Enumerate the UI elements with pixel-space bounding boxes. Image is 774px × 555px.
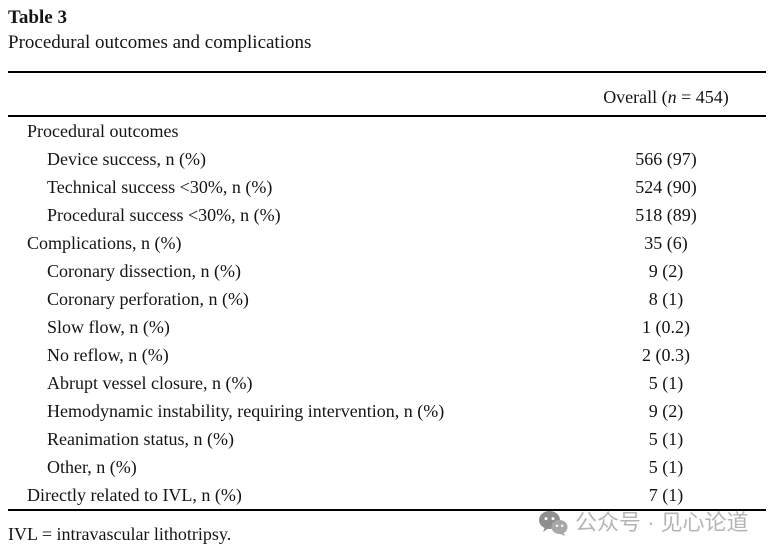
watermark-text: 公众号 · 见心论道	[575, 510, 749, 535]
table-row: Abrupt vessel closure, n (%) 5 (1)	[8, 369, 766, 397]
table-row: Directly related to IVL, n (%) 7 (1)	[8, 481, 766, 509]
row-label: Procedural success <30%, n (%)	[47, 204, 281, 225]
overall-prefix: Overall (	[603, 86, 668, 107]
row-value: 5 (1)	[648, 372, 684, 393]
data-table: Overall (n = 454) Procedural outcomes De…	[8, 71, 766, 511]
row-value: 518 (89)	[635, 204, 697, 225]
row-value: 8 (1)	[648, 288, 684, 309]
row-value: 5 (1)	[648, 456, 684, 477]
table-row: Reanimation status, n (%) 5 (1)	[8, 425, 766, 453]
table-row: No reflow, n (%) 2 (0.3)	[8, 341, 766, 369]
row-label: Complications, n (%)	[27, 232, 182, 253]
header-overall-cell: Overall (n = 454)	[566, 81, 766, 108]
table-row: Coronary perforation, n (%) 8 (1)	[8, 285, 766, 313]
row-label: Reanimation status, n (%)	[47, 428, 234, 449]
table-row: Device success, n (%) 566 (97)	[8, 145, 766, 173]
row-label: Directly related to IVL, n (%)	[27, 484, 242, 505]
row-label: No reflow, n (%)	[47, 344, 169, 365]
row-label: Hemodynamic instability, requiring inter…	[47, 400, 445, 421]
row-label: Other, n (%)	[47, 456, 137, 477]
row-value: 7 (1)	[648, 484, 684, 505]
table-caption: Procedural outcomes and complications	[8, 32, 312, 53]
table-row: Procedural success <30%, n (%) 518 (89)	[8, 201, 766, 229]
table-footnote: IVL = intravascular lithotripsy.	[8, 524, 232, 544]
table-row: Coronary dissection, n (%) 9 (2)	[8, 257, 766, 285]
row-label: Coronary perforation, n (%)	[47, 288, 249, 309]
table-row: Other, n (%) 5 (1)	[8, 453, 766, 481]
watermark: 公众号 · 见心论道	[538, 508, 749, 538]
table-body: Procedural outcomes Device success, n (%…	[8, 117, 766, 511]
row-value: 1 (0.2)	[642, 316, 690, 337]
row-value: 9 (2)	[648, 400, 684, 421]
row-value: 524 (90)	[635, 176, 697, 197]
table-row: Procedural outcomes	[8, 117, 766, 145]
row-label: Slow flow, n (%)	[47, 316, 170, 337]
table-row: Slow flow, n (%) 1 (0.2)	[8, 313, 766, 341]
row-label: Technical success <30%, n (%)	[47, 176, 273, 197]
table-header-row: Overall (n = 454)	[8, 73, 766, 117]
row-value: 35 (6)	[644, 232, 688, 253]
table-title-block: Table 3 Procedural outcomes and complica…	[8, 5, 311, 56]
row-label: Coronary dissection, n (%)	[47, 260, 241, 281]
table-number: Table 3	[8, 7, 67, 28]
row-value: 566 (97)	[635, 148, 697, 169]
row-value: 2 (0.3)	[642, 344, 690, 365]
row-label: Abrupt vessel closure, n (%)	[47, 372, 253, 393]
row-label: Procedural outcomes	[27, 120, 179, 141]
table-row: Complications, n (%) 35 (6)	[8, 229, 766, 257]
row-label: Device success, n (%)	[47, 148, 206, 169]
table-row: Technical success <30%, n (%) 524 (90)	[8, 173, 766, 201]
row-value: 9 (2)	[648, 260, 684, 281]
wechat-icon	[539, 510, 568, 536]
row-value: 5 (1)	[648, 428, 684, 449]
overall-n-symbol: n	[667, 86, 677, 107]
overall-suffix: = 454)	[676, 86, 729, 107]
table-row: Hemodynamic instability, requiring inter…	[8, 397, 766, 425]
